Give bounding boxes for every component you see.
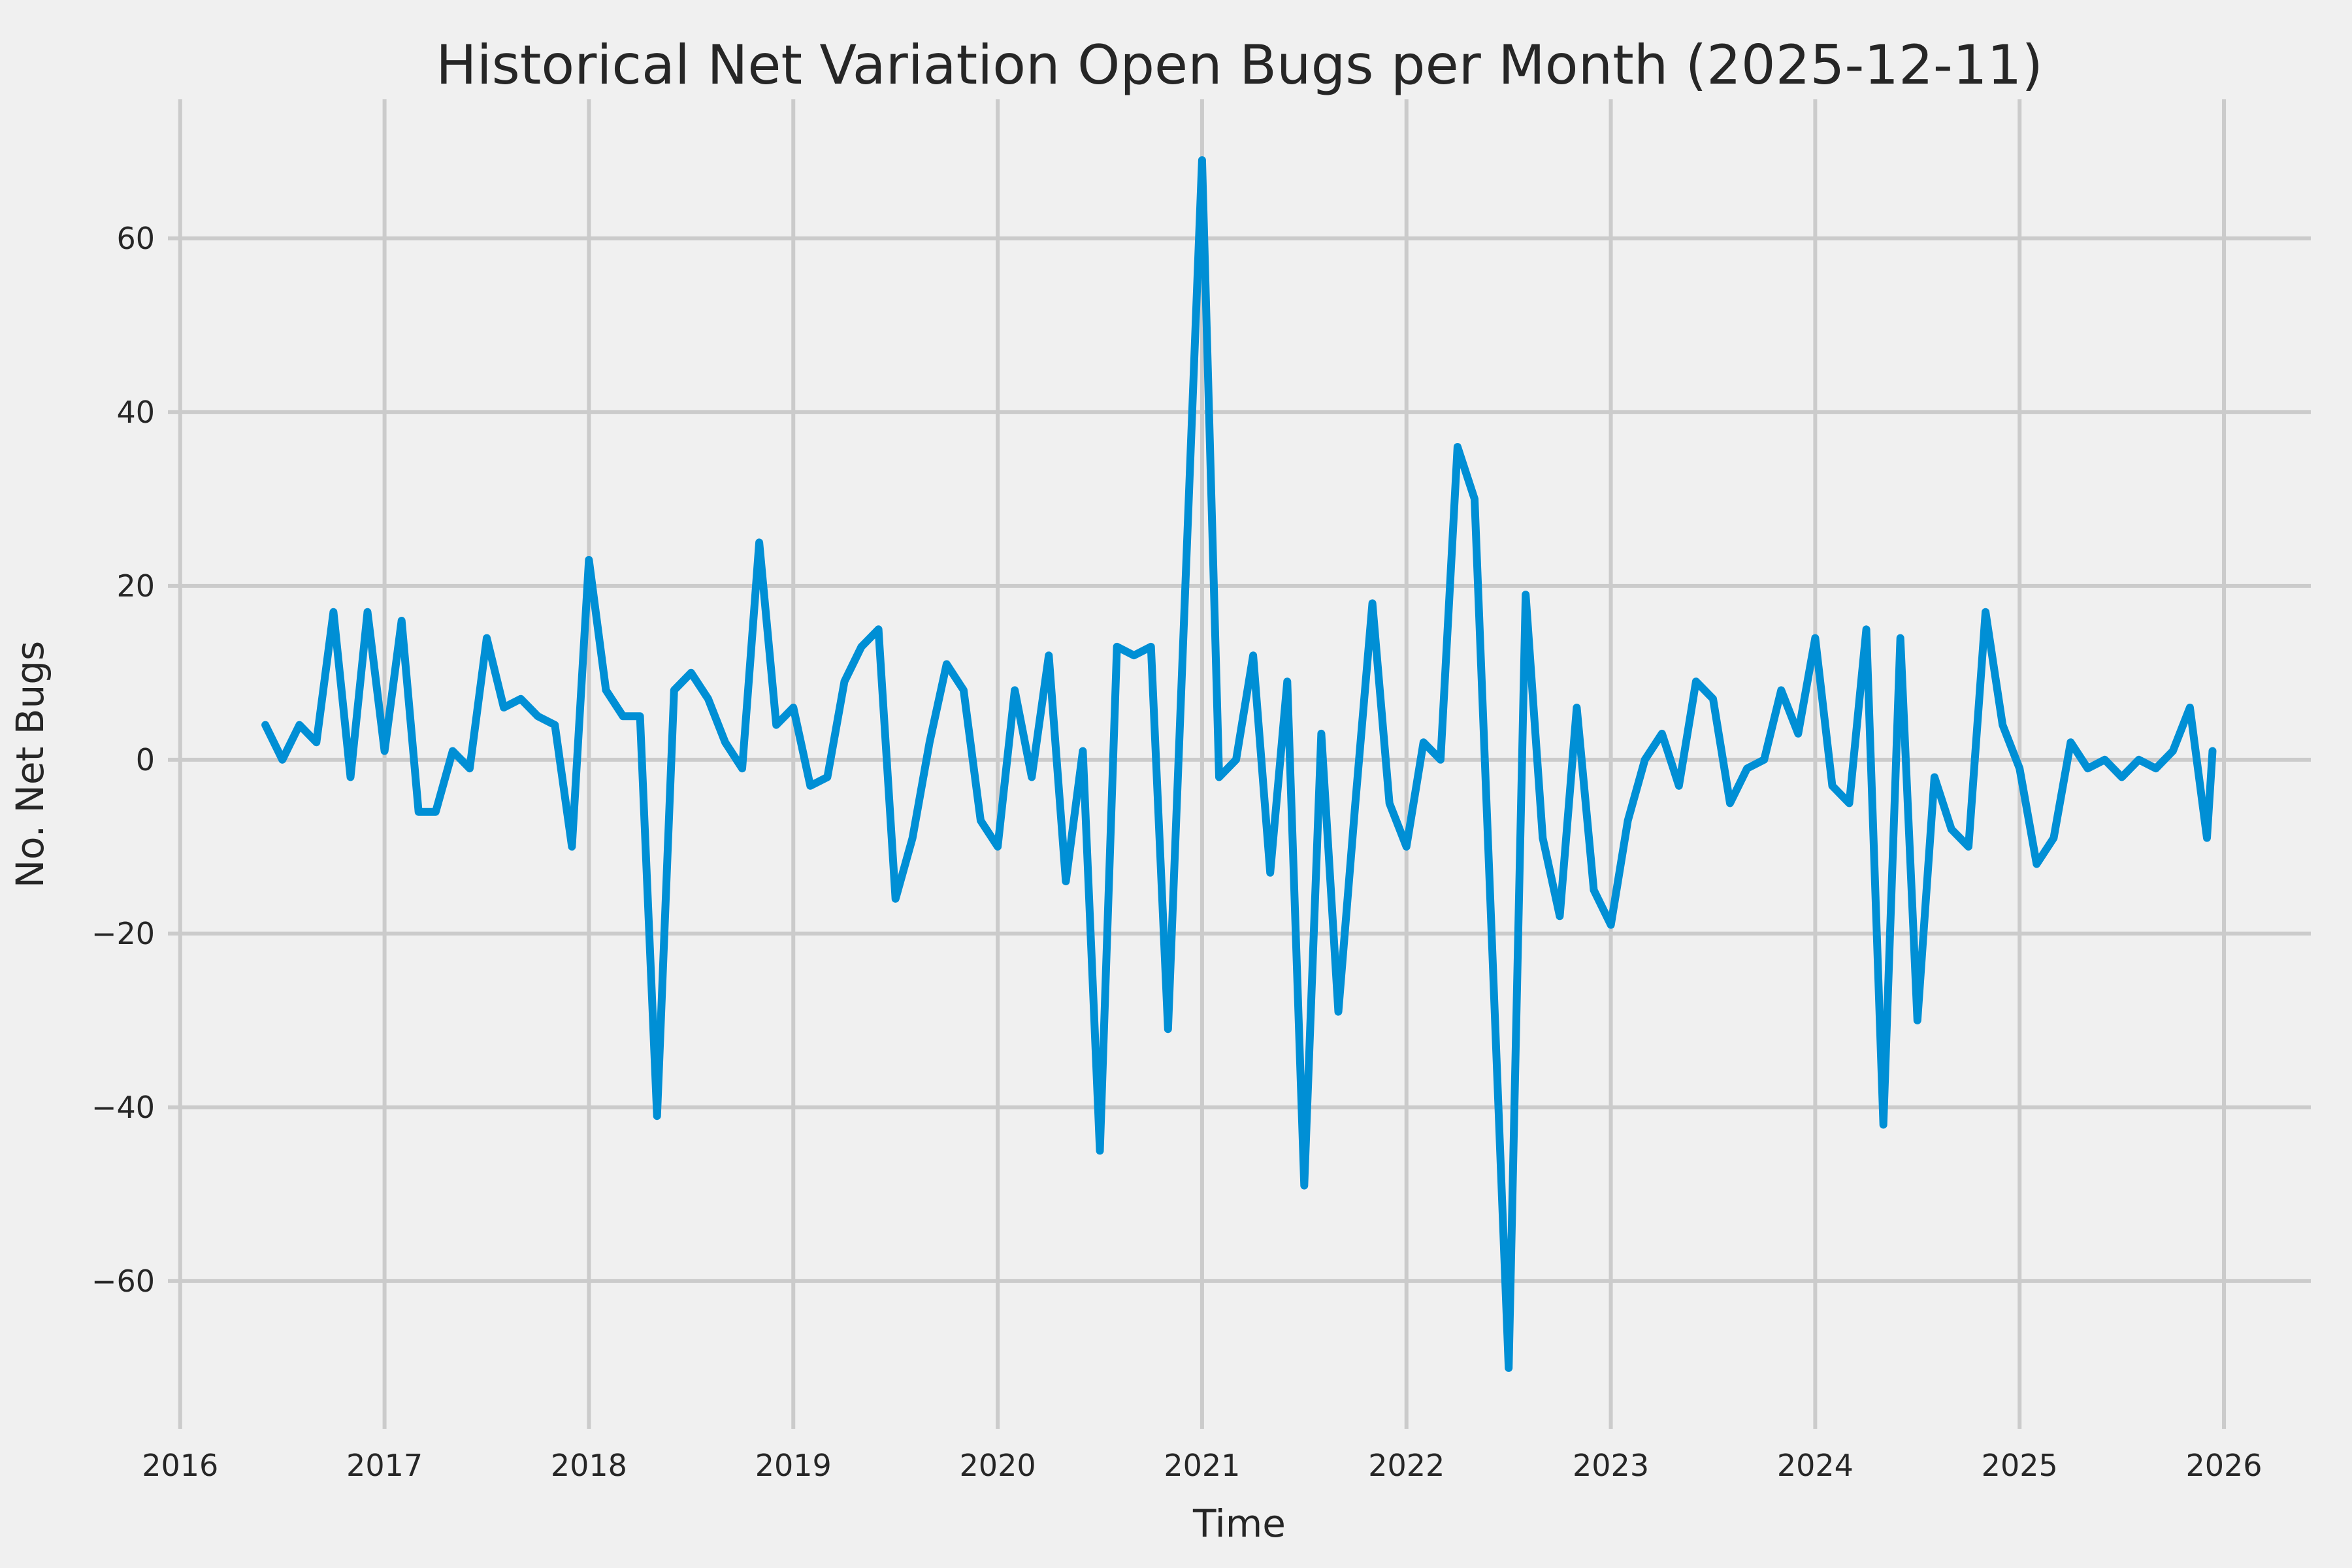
x-tick-2019: 2019 <box>755 1448 832 1483</box>
y-tick-40: 40 <box>116 395 155 430</box>
y-gridlines <box>168 236 2311 1283</box>
y-tick--40: −40 <box>91 1090 155 1125</box>
series-line <box>261 156 2217 1372</box>
x-tick-2021: 2021 <box>1164 1448 1240 1483</box>
y-tick-20: 20 <box>116 568 155 604</box>
x-gridlines <box>178 99 2227 1429</box>
x-tick-2020: 2020 <box>960 1448 1036 1483</box>
chart-title: Historical Net Variation Open Bugs per M… <box>436 33 2043 97</box>
y-tick-labels: −60 −40 −20 0 20 40 60 <box>91 221 155 1299</box>
y-tick--60: −60 <box>91 1264 155 1299</box>
x-axis-label: Time <box>1192 1501 1286 1546</box>
x-tick-2022: 2022 <box>1368 1448 1445 1483</box>
x-tick-2026: 2026 <box>2186 1448 2262 1483</box>
x-tick-2024: 2024 <box>1777 1448 1854 1483</box>
y-tick-0: 0 <box>136 742 155 777</box>
x-tick-2018: 2018 <box>551 1448 627 1483</box>
x-tick-2025: 2025 <box>1982 1448 2058 1483</box>
y-tick-60: 60 <box>116 221 155 256</box>
y-tick--20: −20 <box>91 916 155 951</box>
x-tick-2017: 2017 <box>346 1448 423 1483</box>
x-tick-2016: 2016 <box>142 1448 218 1483</box>
x-tick-labels: 2016 2017 2018 2019 2020 2021 2022 2023 2024 2025… <box>142 1448 2262 1483</box>
y-axis-label: No. Net Bugs <box>8 641 52 889</box>
x-tick-2023: 2023 <box>1573 1448 1649 1483</box>
series-path-0 <box>261 156 2217 1372</box>
